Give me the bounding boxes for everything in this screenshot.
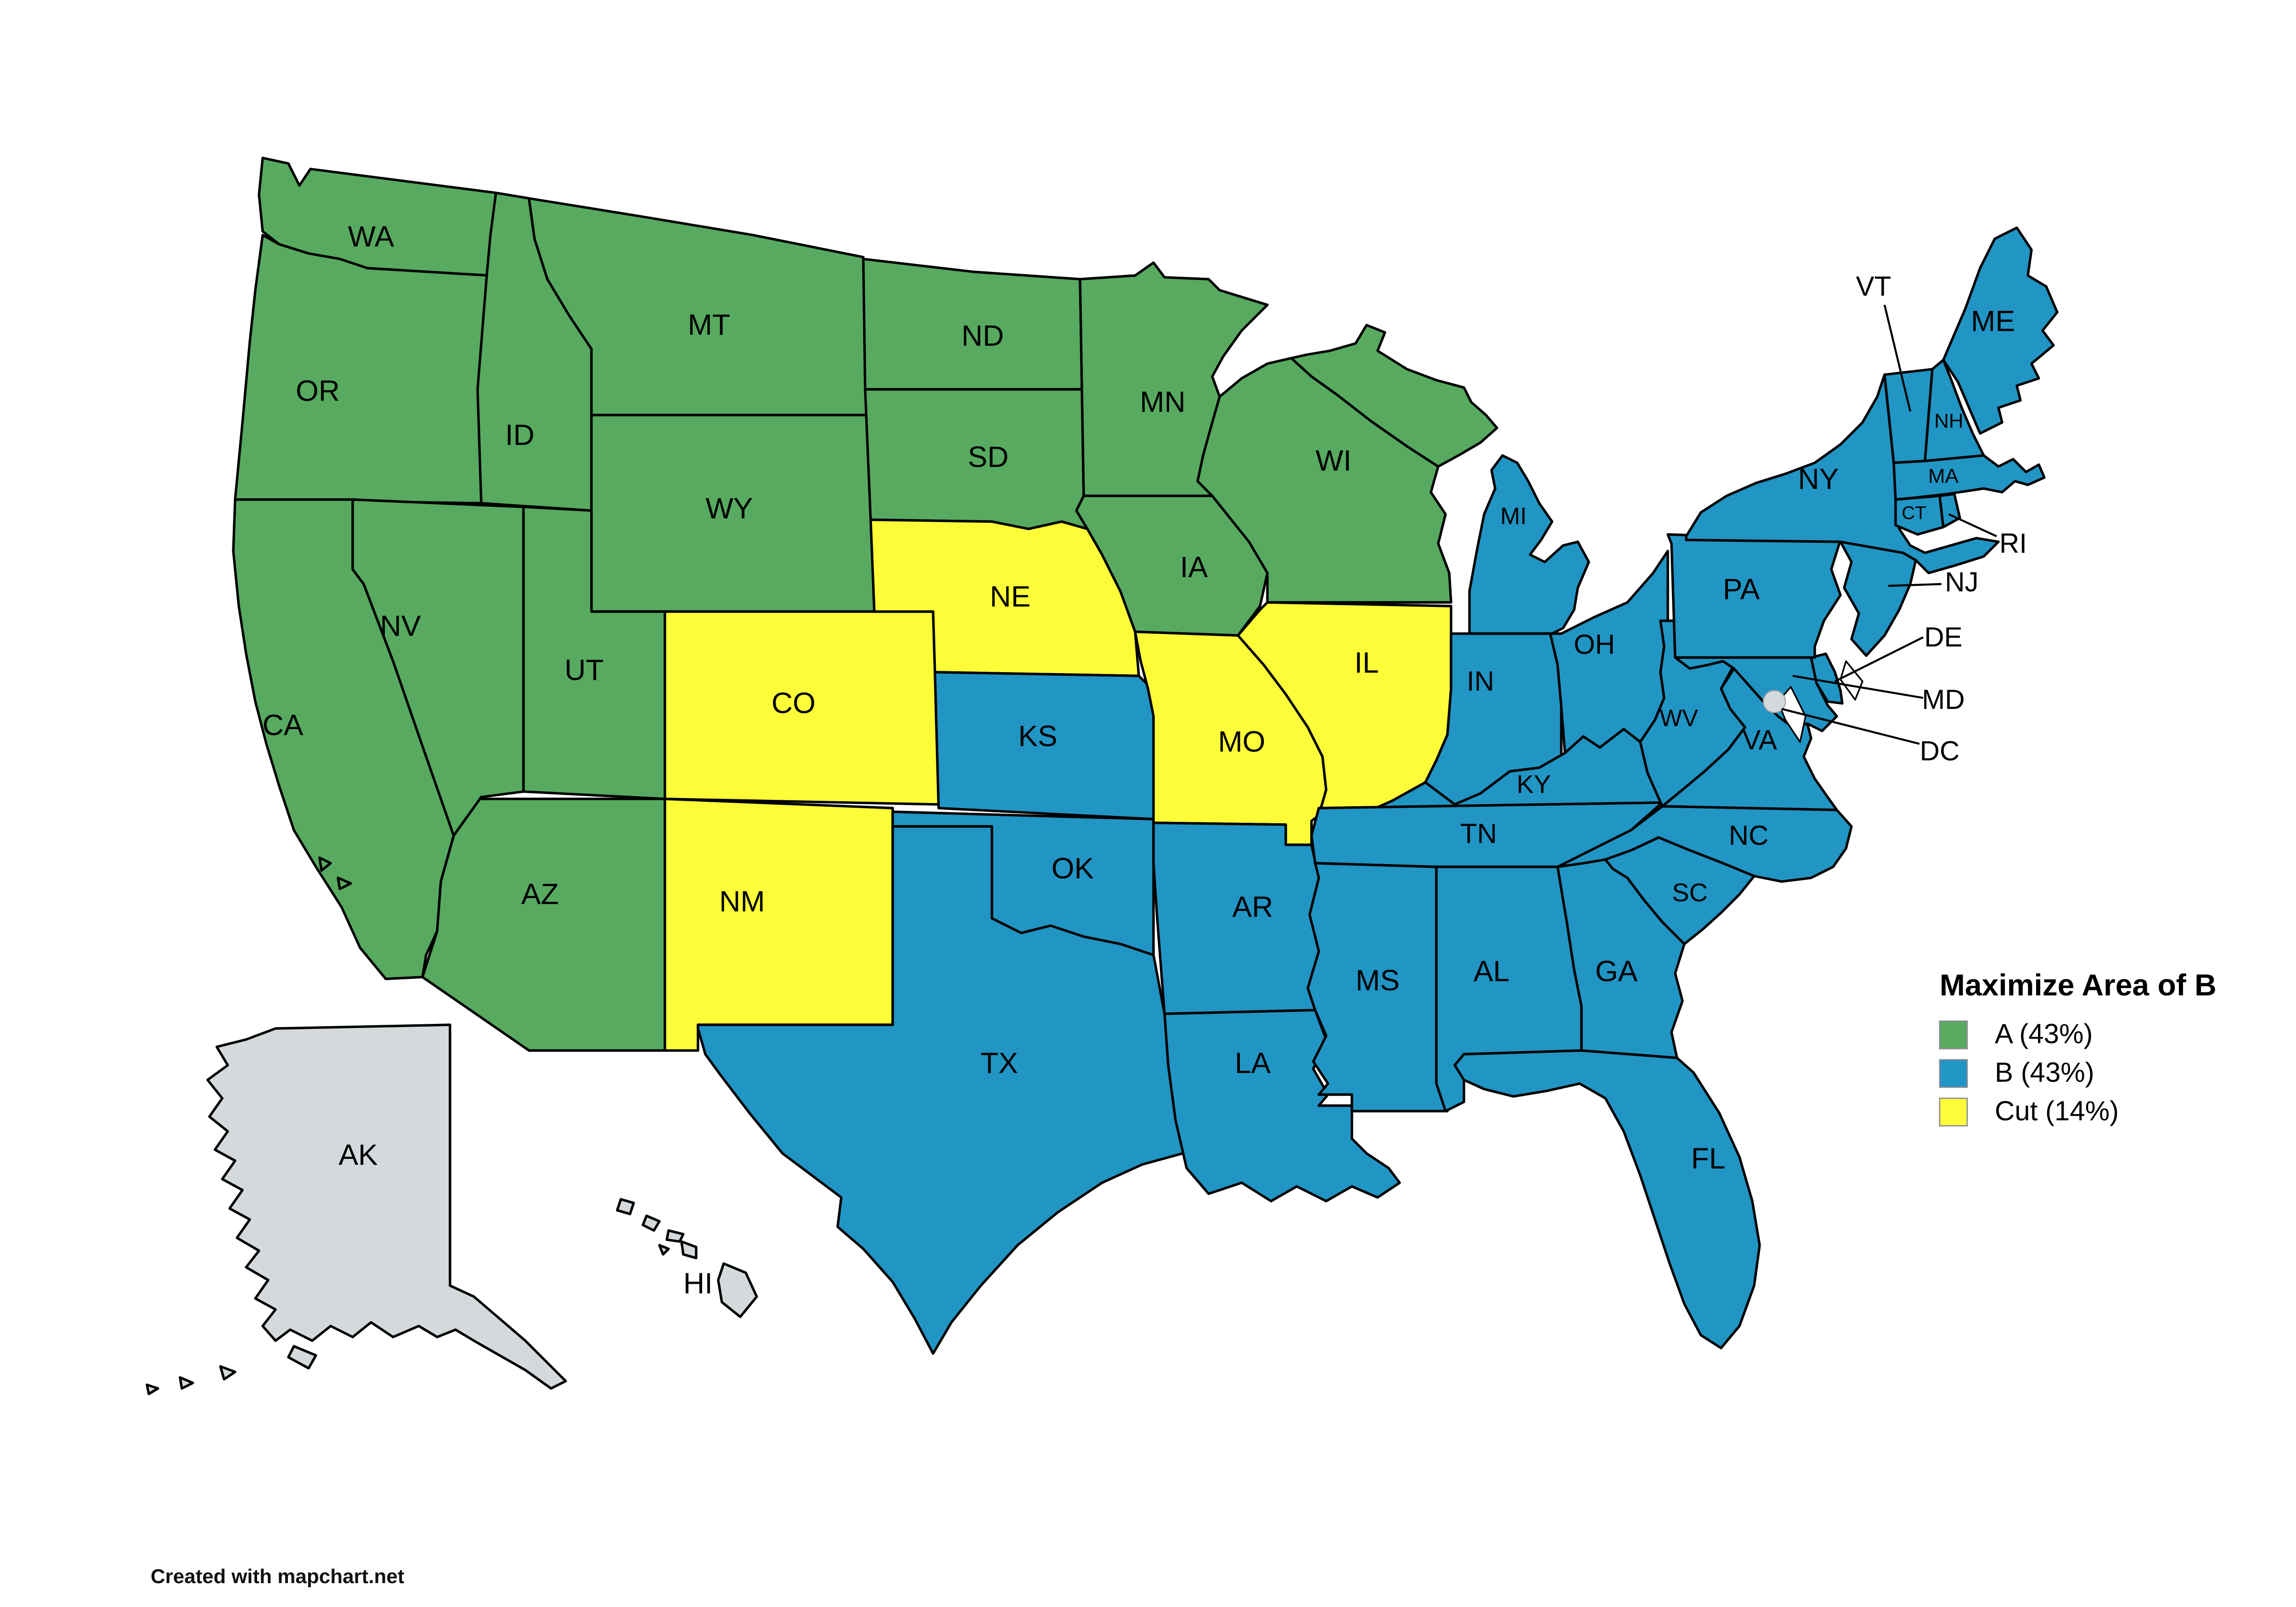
state-label-ok: OK	[1052, 852, 1094, 885]
state-label-nv: NV	[380, 609, 421, 642]
state-az[interactable]	[421, 796, 666, 1052]
state-me[interactable]	[1942, 226, 2059, 435]
state-label-nd: ND	[962, 319, 1004, 352]
state-label-co: CO	[771, 686, 816, 719]
state-label-ma: MA	[1928, 465, 1959, 488]
states-layer	[146, 157, 2059, 1395]
callout-label-ri: RI	[1999, 528, 2027, 559]
callout-label-de: DE	[1924, 622, 1962, 652]
state-label-tn: TN	[1460, 818, 1497, 849]
legend-title: Maximize Area of B	[1940, 968, 2217, 1002]
state-hi[interactable]	[616, 1198, 758, 1318]
state-label-ky: KY	[1517, 770, 1551, 798]
state-label-ms: MS	[1356, 964, 1400, 997]
state-label-az: AZ	[521, 877, 559, 910]
state-label-wv: WV	[1660, 705, 1698, 732]
legend-swatch-cut[interactable]	[1939, 1097, 1968, 1127]
state-label-me: ME	[1971, 304, 2015, 337]
state-ca[interactable]	[232, 498, 455, 980]
state-ri[interactable]	[1938, 493, 1961, 528]
callout-label-nj: NJ	[1945, 567, 1978, 597]
state-label-al: AL	[1474, 955, 1509, 988]
legend: Maximize Area of B A (43%) B (43%) Cut (…	[1939, 968, 2217, 1127]
callout-line-ri	[1948, 513, 1997, 537]
state-label-mt: MT	[688, 308, 730, 341]
state-labels-layer: WA OR CA NV ID MT WY UT AZ NM CO ND SD NE KS OK TX MN IA MO…	[263, 220, 2015, 1300]
callout-labels-layer: VT RI NJ DE MD DC	[1781, 271, 2027, 766]
state-la[interactable]	[1163, 1009, 1401, 1202]
state-mi[interactable]	[1468, 454, 1590, 635]
state-label-oh: OH	[1574, 629, 1615, 660]
state-label-ca: CA	[263, 708, 304, 742]
state-tx[interactable]	[697, 825, 1184, 1355]
state-label-ar: AR	[1232, 890, 1273, 923]
callout-line-dc	[1781, 708, 1920, 745]
legend-swatch-b[interactable]	[1939, 1059, 1968, 1088]
callout-line-nj	[1888, 583, 1942, 587]
state-label-hi: HI	[683, 1267, 713, 1300]
callout-line-md	[1792, 674, 1924, 699]
state-label-in: IN	[1467, 666, 1494, 697]
legend-label-cut: Cut (14%)	[1995, 1096, 2119, 1126]
state-label-mo: MO	[1218, 725, 1265, 758]
dc-marker[interactable]	[1762, 690, 1786, 714]
attribution: Created with mapchart.net	[151, 1565, 405, 1588]
state-label-nm: NM	[719, 885, 765, 918]
state-label-ak: AK	[338, 1138, 377, 1171]
state-label-ia: IA	[1180, 551, 1208, 584]
state-label-mi: MI	[1500, 503, 1527, 530]
state-pa[interactable]	[1666, 533, 1842, 659]
state-label-il: IL	[1354, 646, 1379, 679]
state-label-ut: UT	[564, 653, 603, 686]
callout-line-de	[1835, 636, 1924, 682]
state-label-ne: NE	[990, 580, 1031, 613]
legend-label-b: B (43%)	[1995, 1057, 2094, 1088]
state-label-tx: TX	[980, 1046, 1018, 1079]
state-label-wy: WY	[705, 492, 753, 525]
state-label-wi: WI	[1316, 444, 1351, 477]
state-fl[interactable]	[1453, 1049, 1761, 1349]
state-label-sc: SC	[1672, 878, 1708, 907]
delaware-bay	[1840, 660, 1863, 701]
state-label-nc: NC	[1729, 820, 1769, 851]
state-label-wa: WA	[348, 220, 394, 253]
callout-label-vt: VT	[1856, 271, 1891, 302]
state-label-nh: NH	[1934, 410, 1964, 433]
state-mi-upper-peninsula[interactable]	[1290, 324, 1498, 468]
callout-label-md: MD	[1922, 684, 1964, 715]
state-sc[interactable]	[1604, 836, 1756, 945]
state-label-fl: FL	[1691, 1142, 1726, 1175]
state-ma[interactable]	[1892, 454, 2046, 501]
state-ny[interactable]	[1685, 373, 2000, 574]
state-label-va: VA	[1742, 725, 1777, 755]
state-label-ga: GA	[1595, 955, 1638, 988]
state-label-id: ID	[505, 418, 535, 451]
state-ak[interactable]	[146, 1023, 567, 1395]
state-de[interactable]	[1810, 652, 1844, 705]
state-label-or: OR	[296, 374, 340, 407]
state-label-pa: PA	[1723, 573, 1760, 606]
legend-swatch-a[interactable]	[1939, 1020, 1968, 1050]
legend-item-b: B (43%)	[1939, 1057, 2094, 1088]
state-label-ct: CT	[1902, 503, 1926, 523]
state-ct[interactable]	[1894, 494, 1945, 536]
legend-label-a: A (43%)	[1995, 1018, 2093, 1049]
state-label-sd: SD	[968, 440, 1009, 473]
state-nm[interactable]	[664, 798, 894, 1052]
state-or[interactable]	[234, 234, 490, 505]
state-label-mn: MN	[1140, 385, 1186, 418]
legend-item-cut: Cut (14%)	[1939, 1096, 2119, 1127]
legend-item-a: A (43%)	[1939, 1018, 2093, 1050]
state-label-la: LA	[1235, 1046, 1271, 1079]
callout-line-vt	[1883, 304, 1912, 412]
state-label-ny: NY	[1798, 462, 1839, 495]
state-nj[interactable]	[1839, 540, 1917, 657]
state-label-ks: KS	[1018, 719, 1057, 753]
callout-label-dc: DC	[1920, 736, 1960, 766]
